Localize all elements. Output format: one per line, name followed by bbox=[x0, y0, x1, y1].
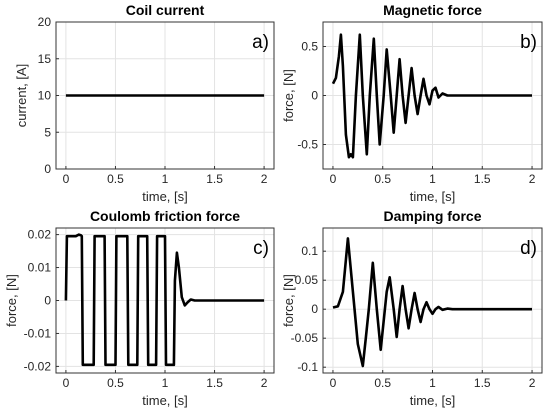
y-tick-label: 0.1 bbox=[301, 244, 318, 258]
y-tick-label: 20 bbox=[38, 15, 52, 29]
y-tick-label: 0.05 bbox=[295, 273, 319, 287]
x-axis-label: time, [s] bbox=[410, 189, 456, 204]
y-axis-label: force, [N] bbox=[281, 274, 296, 327]
chart-title: Coil current bbox=[126, 2, 205, 18]
series-line bbox=[332, 237, 532, 368]
x-tick-label: 1 bbox=[162, 172, 169, 186]
x-tick-label: 0.5 bbox=[107, 172, 124, 186]
chart-title: Damping force bbox=[383, 208, 481, 224]
series-line bbox=[64, 233, 265, 367]
y-axis-label: force, [N] bbox=[4, 274, 19, 327]
series-line bbox=[331, 33, 532, 159]
x-axis-label: time, [s] bbox=[142, 393, 188, 408]
x-tick-label: 2 bbox=[261, 376, 268, 390]
y-tick-label: -0.05 bbox=[291, 331, 319, 345]
y-tick-label: -0.01 bbox=[24, 326, 52, 340]
x-tick-label: 0 bbox=[63, 172, 70, 186]
x-tick-label: 1.5 bbox=[206, 172, 223, 186]
x-tick-label: 2 bbox=[529, 172, 536, 186]
x-tick-label: 1.5 bbox=[206, 376, 223, 390]
x-tick-label: 1 bbox=[429, 376, 436, 390]
x-tick-label: 1 bbox=[429, 172, 436, 186]
x-tick-label: 0 bbox=[63, 376, 70, 390]
y-axis-label: current, [A] bbox=[14, 64, 29, 128]
x-tick-label: 1 bbox=[162, 376, 169, 390]
y-tick-label: 0 bbox=[44, 162, 51, 176]
y-tick-label: 0 bbox=[311, 302, 318, 316]
y-tick-label: -0.02 bbox=[24, 359, 52, 373]
y-axis-label: force, [N] bbox=[281, 69, 296, 122]
x-tick-label: 1.5 bbox=[474, 172, 491, 186]
panel-label: b) bbox=[520, 32, 537, 53]
y-tick-label: 0.01 bbox=[28, 261, 52, 275]
x-tick-label: 0.5 bbox=[374, 376, 391, 390]
x-tick-label: 2 bbox=[529, 376, 536, 390]
y-tick-label: 0 bbox=[311, 89, 318, 103]
chart-panel: 0 0.5 1 1.5 2 -0.1 -0.05 0 0.05 0.1 Damping force t… bbox=[281, 208, 543, 408]
y-tick-label: 0.02 bbox=[28, 228, 52, 242]
x-tick-label: 0.5 bbox=[374, 172, 391, 186]
x-axis-label: time, [s] bbox=[410, 393, 456, 408]
x-tick-label: 0.5 bbox=[107, 376, 124, 390]
y-tick-label: 10 bbox=[38, 89, 52, 103]
panel-label: d) bbox=[520, 238, 537, 259]
x-axis-label: time, [s] bbox=[142, 189, 188, 204]
chart-panel: 0 0.5 1 1.5 2 -0.5 0 0.5 Magnetic force time, [s]… bbox=[281, 2, 543, 204]
x-tick-label: 1.5 bbox=[474, 376, 491, 390]
y-tick-label: -0.5 bbox=[297, 138, 318, 152]
chart-title: Magnetic force bbox=[383, 2, 482, 18]
panel-label: a) bbox=[252, 32, 269, 53]
panel-label: c) bbox=[253, 238, 269, 259]
y-tick-label: 0.5 bbox=[301, 40, 318, 54]
y-tick-label: 0 bbox=[44, 294, 51, 308]
x-tick-label: 0 bbox=[330, 376, 337, 390]
chart-title: Coulomb friction force bbox=[90, 208, 240, 224]
y-tick-label: 15 bbox=[38, 52, 52, 66]
y-tick-label: -0.1 bbox=[297, 360, 318, 374]
chart-panel: 0 0.5 1 1.5 2 -0.02 -0.01 0 0.01 0.02 Coulomb fric… bbox=[4, 208, 275, 408]
x-tick-label: 0 bbox=[330, 172, 337, 186]
x-tick-label: 2 bbox=[261, 172, 268, 186]
y-tick-label: 5 bbox=[44, 125, 51, 139]
